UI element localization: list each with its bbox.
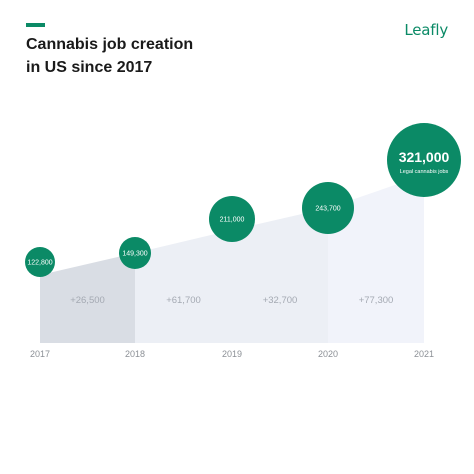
value-marker-circle — [302, 182, 354, 234]
value-markers: 122,800 149,300 211,000 243,700 321,000 Legal… — [25, 123, 461, 277]
value-marker-circle — [209, 196, 255, 242]
year-tick-label: 2019 — [222, 349, 242, 359]
value-marker: 122,800 — [25, 247, 55, 277]
increase-label: +32,700 — [263, 295, 298, 306]
x-axis: 2017 2018 2019 2020 2021 — [30, 349, 434, 359]
leafly-logo: Leafly — [404, 21, 448, 39]
value-marker: 211,000 — [209, 196, 255, 242]
chart-title-line-2: in US since 2017 — [26, 59, 153, 76]
year-tick-label: 2021 — [414, 349, 434, 359]
year-tick-label: 2020 — [318, 349, 338, 359]
value-marker-circle — [119, 237, 151, 269]
value-label: 211,000 — [220, 217, 245, 224]
highlight-marker: 321,000 Legal cannabis jobs — [387, 123, 461, 197]
title-accent-bar — [26, 23, 45, 27]
chart-title-line-1: Cannabis job creation — [26, 36, 194, 53]
increase-labels: +26,500 +61,700 +32,700 +77,300 — [70, 295, 393, 306]
value-marker: 149,300 — [119, 237, 151, 269]
area-segment — [135, 230, 232, 343]
area-segment — [40, 253, 135, 343]
chart-title: Cannabis job creation in US since 2017 — [26, 33, 266, 79]
value-label: 122,800 — [27, 260, 52, 267]
value-sublabel: Legal cannabis jobs — [400, 169, 449, 175]
increase-label: +61,700 — [166, 295, 201, 306]
value-marker-circle — [387, 123, 461, 197]
value-label: 149,300 — [122, 251, 147, 258]
value-marker: 243,700 — [302, 182, 354, 234]
year-tick-label: 2018 — [125, 349, 145, 359]
value-label: 321,000 — [399, 149, 450, 165]
area-segment — [232, 208, 328, 343]
increase-label: +26,500 — [70, 295, 105, 306]
increase-label: +77,300 — [359, 295, 394, 306]
year-tick-label: 2017 — [30, 349, 50, 359]
value-label: 243,700 — [315, 206, 340, 213]
value-marker-circle — [25, 247, 55, 277]
area-layer — [40, 175, 424, 343]
